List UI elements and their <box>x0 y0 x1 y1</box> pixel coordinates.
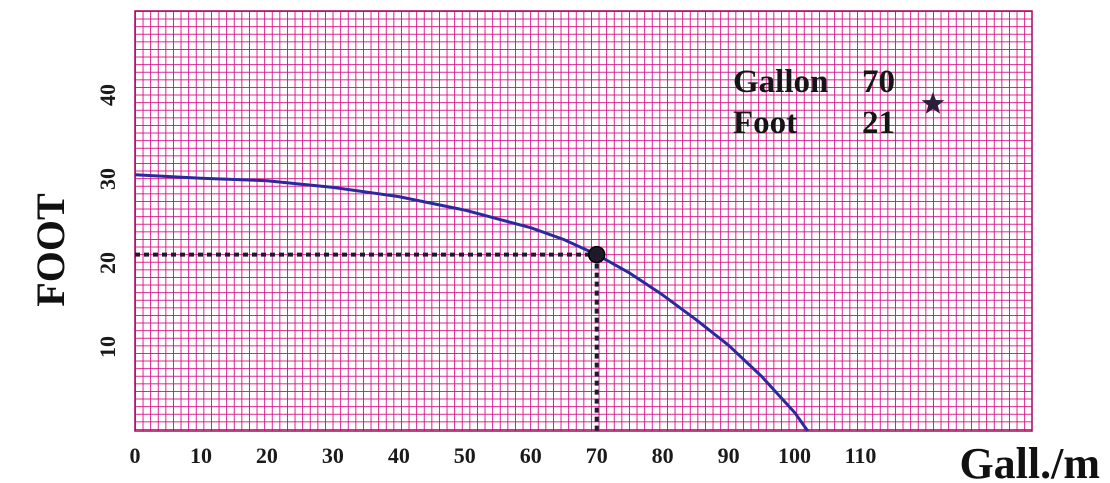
x-tick-label: 10 <box>190 443 212 468</box>
plot-area <box>134 10 1033 432</box>
x-tick-label: 40 <box>388 443 410 468</box>
x-tick-label: 50 <box>454 443 476 468</box>
x-axis-label: Gall./m <box>959 439 1100 483</box>
y-tick-label: 20 <box>95 252 120 274</box>
legend-value: 21 <box>862 105 895 141</box>
x-tick-label: 90 <box>718 443 740 468</box>
y-tick-label: 30 <box>95 168 120 190</box>
y-axis-label: FOOT <box>28 193 73 307</box>
x-tick-label: 70 <box>586 443 608 468</box>
y-tick-label: 40 <box>95 84 120 106</box>
legend-label: Foot <box>733 105 797 141</box>
star-icon <box>921 92 945 114</box>
x-tick-label: 110 <box>845 443 877 468</box>
x-tick-label: 20 <box>256 443 278 468</box>
legend-value: 70 <box>862 64 895 100</box>
operating-point-marker <box>587 245 606 264</box>
x-tick-label: 60 <box>520 443 542 468</box>
x-tick-label: 0 <box>130 443 141 468</box>
legend-label: Gallon <box>733 64 828 100</box>
y-tick-label: 10 <box>95 336 120 358</box>
pump-curve-line <box>134 173 810 432</box>
x-tick-label: 100 <box>778 443 811 468</box>
x-tick-label: 30 <box>322 443 344 468</box>
x-tick-label: 80 <box>652 443 674 468</box>
